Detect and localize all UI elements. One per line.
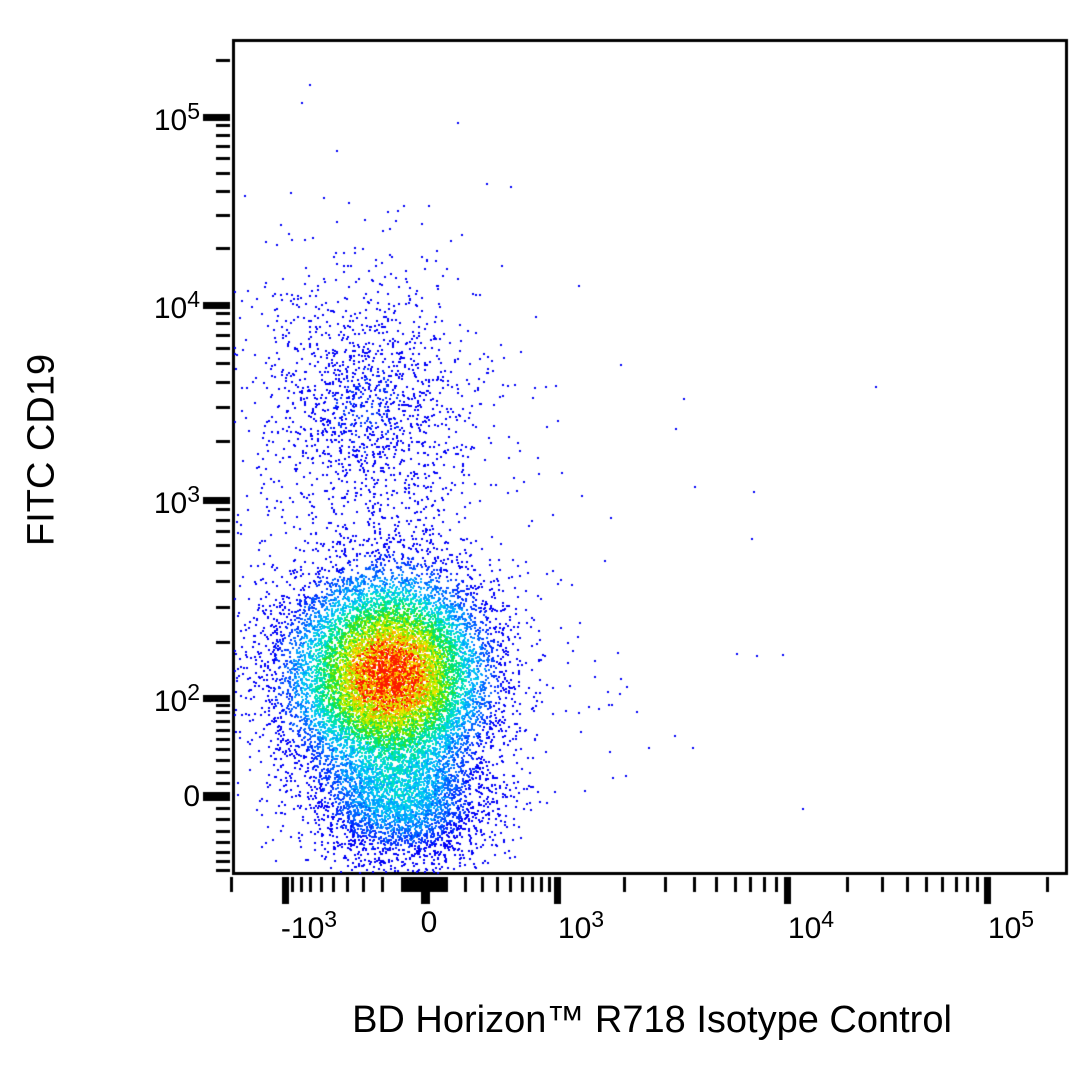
x-axis-title: BD Horizon™ R718 Isotype Control [352, 999, 952, 1041]
y-axis-title: FITC CD19 [20, 353, 63, 547]
y-tick-label-10e2: 102 [153, 679, 200, 718]
x-tick-label-10e5: 105 [987, 906, 1035, 945]
x-tick-label-0: 0 [420, 906, 438, 939]
y-tick-label-10e4: 104 [153, 286, 200, 325]
y-tick-label-10e5: 105 [153, 98, 200, 137]
y-tick-label-0: 0 [183, 780, 200, 813]
x-tick-label--10e3: -103 [280, 906, 338, 945]
x-tick-label-10e3: 103 [557, 906, 605, 945]
y-tick-label-10e3: 103 [153, 481, 200, 520]
x-tick-label-10e4: 104 [787, 906, 835, 945]
